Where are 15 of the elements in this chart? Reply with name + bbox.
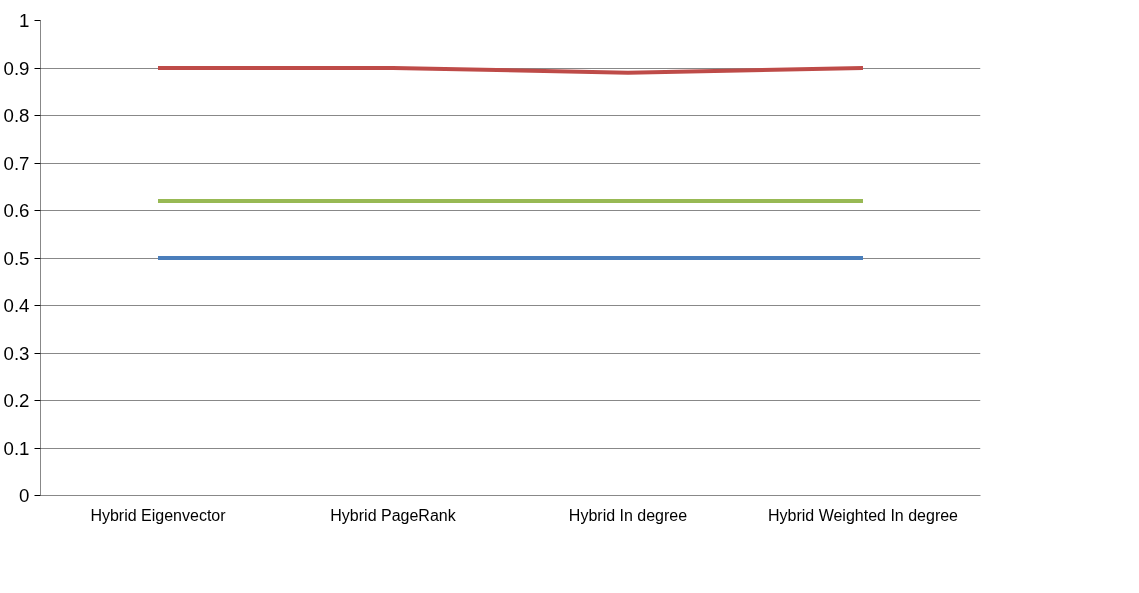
y-tick-label: 1 (19, 10, 30, 31)
x-tick-label: Hybrid Weighted In degree (767, 506, 959, 524)
y-tick-label: 0.5 (3, 247, 30, 269)
y-tick-label: 0.4 (3, 295, 30, 316)
y-tick-label: 0 (19, 485, 30, 506)
y-tick-label: 0.7 (3, 152, 30, 174)
y-tick-label: 0.9 (3, 57, 30, 79)
x-tick-label: Hybrid Eigenvector (90, 506, 227, 524)
y-tick-label: 0.1 (3, 437, 30, 459)
y-tick-label: 0.2 (3, 390, 30, 411)
y-tick-label: 0.6 (3, 200, 30, 221)
y-tick-label: 0.8 (3, 105, 30, 126)
x-tick-label: Hybrid In degree (568, 506, 688, 524)
y-tick-label: 0.3 (3, 342, 30, 364)
x-tick-label: Hybrid PageRank (330, 506, 457, 524)
